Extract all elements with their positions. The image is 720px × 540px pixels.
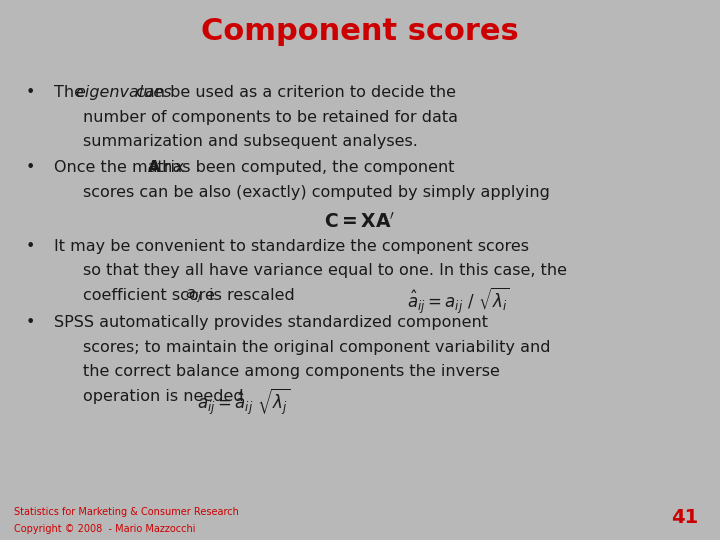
Text: is rescaled: is rescaled (204, 288, 295, 303)
Text: summarization and subsequent analyses.: summarization and subsequent analyses. (83, 134, 418, 149)
Text: scores can be also (exactly) computed by simply applying: scores can be also (exactly) computed by… (83, 185, 549, 200)
Text: •: • (25, 315, 35, 330)
Text: A: A (148, 160, 161, 175)
Text: It may be convenient to standardize the component scores: It may be convenient to standardize the … (54, 239, 529, 254)
Text: Statistics for Marketing & Consumer Research: Statistics for Marketing & Consumer Rese… (14, 507, 239, 517)
Text: SPSS automatically provides standardized component: SPSS automatically provides standardized… (54, 315, 488, 330)
Text: $a_{ij} = \hat{a}_{ij}\ \sqrt{\lambda_j}$: $a_{ij} = \hat{a}_{ij}\ \sqrt{\lambda_j}… (197, 387, 290, 417)
Text: •: • (25, 160, 35, 175)
Text: can be used as a criterion to decide the: can be used as a criterion to decide the (131, 85, 456, 100)
Text: Component scores: Component scores (201, 17, 519, 46)
Text: $\hat{a}_{ij} = a_{ij}\ /\ \sqrt{\lambda_i}$: $\hat{a}_{ij} = a_{ij}\ /\ \sqrt{\lambda… (407, 286, 510, 316)
Text: 41: 41 (671, 508, 698, 526)
Text: $a_{ij}$: $a_{ij}$ (185, 288, 203, 306)
Text: number of components to be retained for data: number of components to be retained for … (83, 110, 458, 125)
Text: coefficient score: coefficient score (83, 288, 220, 303)
Text: The: The (54, 85, 89, 100)
Text: •: • (25, 239, 35, 254)
Text: Copyright © 2008  - Mario Mazzocchi: Copyright © 2008 - Mario Mazzocchi (14, 524, 196, 534)
Text: •: • (25, 85, 35, 100)
Text: Once the matrix: Once the matrix (54, 160, 189, 175)
Text: eigenvalues: eigenvalues (76, 85, 172, 100)
Text: scores; to maintain the original component variability and: scores; to maintain the original compone… (83, 340, 550, 354)
Text: $\mathbf{C = XA^{\prime}}$: $\mathbf{C = XA^{\prime}}$ (324, 212, 396, 232)
Text: the correct balance among components the inverse: the correct balance among components the… (83, 364, 500, 379)
Text: so that they all have variance equal to one. In this case, the: so that they all have variance equal to … (83, 264, 567, 278)
Text: operation is needed: operation is needed (83, 389, 243, 404)
Text: has been computed, the component: has been computed, the component (157, 160, 454, 175)
